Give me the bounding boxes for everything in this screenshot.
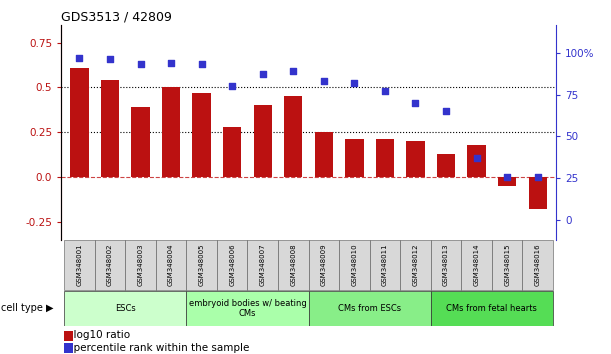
- Text: GSM348005: GSM348005: [199, 244, 205, 286]
- Point: [411, 100, 420, 106]
- Bar: [461, 240, 492, 290]
- Bar: [162, 87, 180, 177]
- Point: [502, 174, 512, 179]
- Bar: [345, 139, 364, 177]
- Bar: [492, 240, 522, 290]
- Point: [472, 155, 481, 161]
- Text: GSM348002: GSM348002: [107, 244, 113, 286]
- Text: GSM348004: GSM348004: [168, 244, 174, 286]
- Text: GDS3513 / 42809: GDS3513 / 42809: [61, 11, 172, 24]
- Text: GSM348010: GSM348010: [351, 243, 357, 286]
- Bar: [101, 80, 119, 177]
- Bar: [309, 240, 339, 290]
- Bar: [192, 93, 211, 177]
- Point: [288, 68, 298, 74]
- Text: ESCs: ESCs: [115, 304, 136, 313]
- Point: [136, 62, 145, 67]
- Point: [105, 57, 115, 62]
- Bar: [70, 68, 89, 177]
- Bar: [156, 240, 186, 290]
- Bar: [131, 107, 150, 177]
- Text: cell type ▶: cell type ▶: [1, 303, 53, 314]
- Bar: [467, 145, 486, 177]
- Bar: [315, 132, 333, 177]
- Bar: [217, 240, 247, 290]
- Text: GSM348013: GSM348013: [443, 243, 449, 286]
- Text: embryoid bodies w/ beating
CMs: embryoid bodies w/ beating CMs: [189, 299, 306, 318]
- Bar: [339, 240, 370, 290]
- Point: [258, 72, 268, 77]
- Bar: [64, 291, 186, 326]
- Point: [533, 174, 543, 179]
- Bar: [309, 291, 431, 326]
- Text: GSM348012: GSM348012: [412, 244, 419, 286]
- Bar: [437, 154, 455, 177]
- Text: log10 ratio: log10 ratio: [67, 330, 130, 339]
- Text: GSM348015: GSM348015: [504, 244, 510, 286]
- Bar: [406, 141, 425, 177]
- Bar: [186, 291, 309, 326]
- Bar: [95, 240, 125, 290]
- Text: GSM348003: GSM348003: [137, 243, 144, 286]
- Bar: [376, 139, 394, 177]
- Bar: [247, 240, 278, 290]
- Bar: [400, 240, 431, 290]
- Bar: [370, 240, 400, 290]
- Text: GSM348014: GSM348014: [474, 244, 480, 286]
- Text: GSM348008: GSM348008: [290, 243, 296, 286]
- Text: GSM348016: GSM348016: [535, 243, 541, 286]
- Bar: [254, 105, 272, 177]
- Bar: [431, 240, 461, 290]
- Text: GSM348006: GSM348006: [229, 243, 235, 286]
- Point: [349, 80, 359, 86]
- Bar: [64, 240, 95, 290]
- Point: [197, 62, 207, 67]
- Bar: [125, 240, 156, 290]
- Text: GSM348001: GSM348001: [76, 243, 82, 286]
- Point: [75, 55, 84, 61]
- Bar: [278, 240, 309, 290]
- Bar: [431, 291, 553, 326]
- Point: [166, 60, 176, 65]
- Point: [319, 78, 329, 84]
- Bar: [522, 240, 553, 290]
- Point: [441, 108, 451, 114]
- Text: GSM348011: GSM348011: [382, 243, 388, 286]
- Text: GSM348009: GSM348009: [321, 243, 327, 286]
- Text: CMs from ESCs: CMs from ESCs: [338, 304, 401, 313]
- Text: CMs from fetal hearts: CMs from fetal hearts: [447, 304, 537, 313]
- Bar: [284, 96, 302, 177]
- Bar: [186, 240, 217, 290]
- Bar: [223, 127, 241, 177]
- Point: [380, 88, 390, 94]
- Text: percentile rank within the sample: percentile rank within the sample: [67, 343, 249, 353]
- Bar: [498, 177, 516, 186]
- Point: [227, 83, 237, 89]
- Text: GSM348007: GSM348007: [260, 243, 266, 286]
- Bar: [529, 177, 547, 209]
